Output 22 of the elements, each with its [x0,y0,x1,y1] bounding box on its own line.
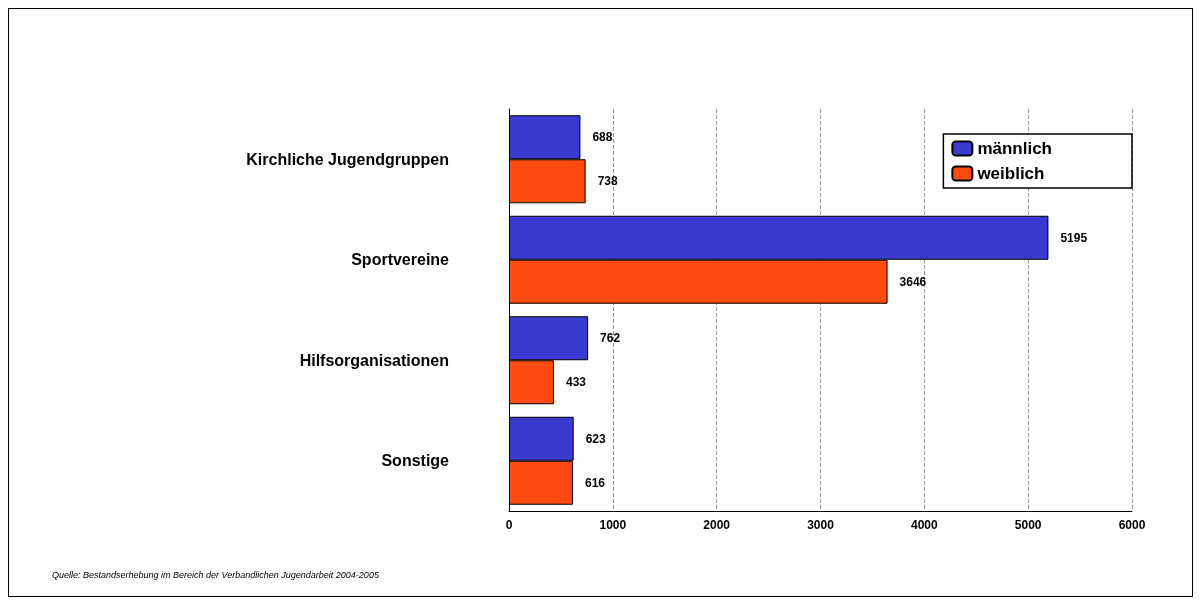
x-tick-label: 5000 [1014,518,1042,532]
data-label: 5195 [1060,230,1088,245]
source-note: Quelle: Bestandserhebung im Bereich der Verbandlichen Jugendarbeit 2004-2005 [52,569,380,580]
x-tick-label: 6000 [1118,518,1146,532]
data-label: 3646 [899,274,927,289]
x-tick-label: 2000 [703,518,731,532]
legend-label: weiblich [976,164,1045,183]
y-tick-label: Sportvereine [351,251,450,269]
x-tick-label: 4000 [910,518,938,532]
data-label: 762 [600,331,621,346]
x-tick-label: 3000 [807,518,835,532]
x-tick-label: 0 [505,518,513,532]
y-tick-label: Kirchliche Jugendgruppen [246,150,449,168]
data-label: 616 [584,475,606,490]
data-label: 738 [597,174,618,189]
data-label: 623 [585,431,607,446]
data-label: 688 [592,130,613,145]
y-tick-label: Hilfsorganisationen [299,351,449,369]
y-tick-label: Sonstige [381,452,450,470]
x-tick-label: 1000 [599,518,627,532]
data-label: 433 [565,375,587,390]
legend-label: männlich [977,139,1052,158]
